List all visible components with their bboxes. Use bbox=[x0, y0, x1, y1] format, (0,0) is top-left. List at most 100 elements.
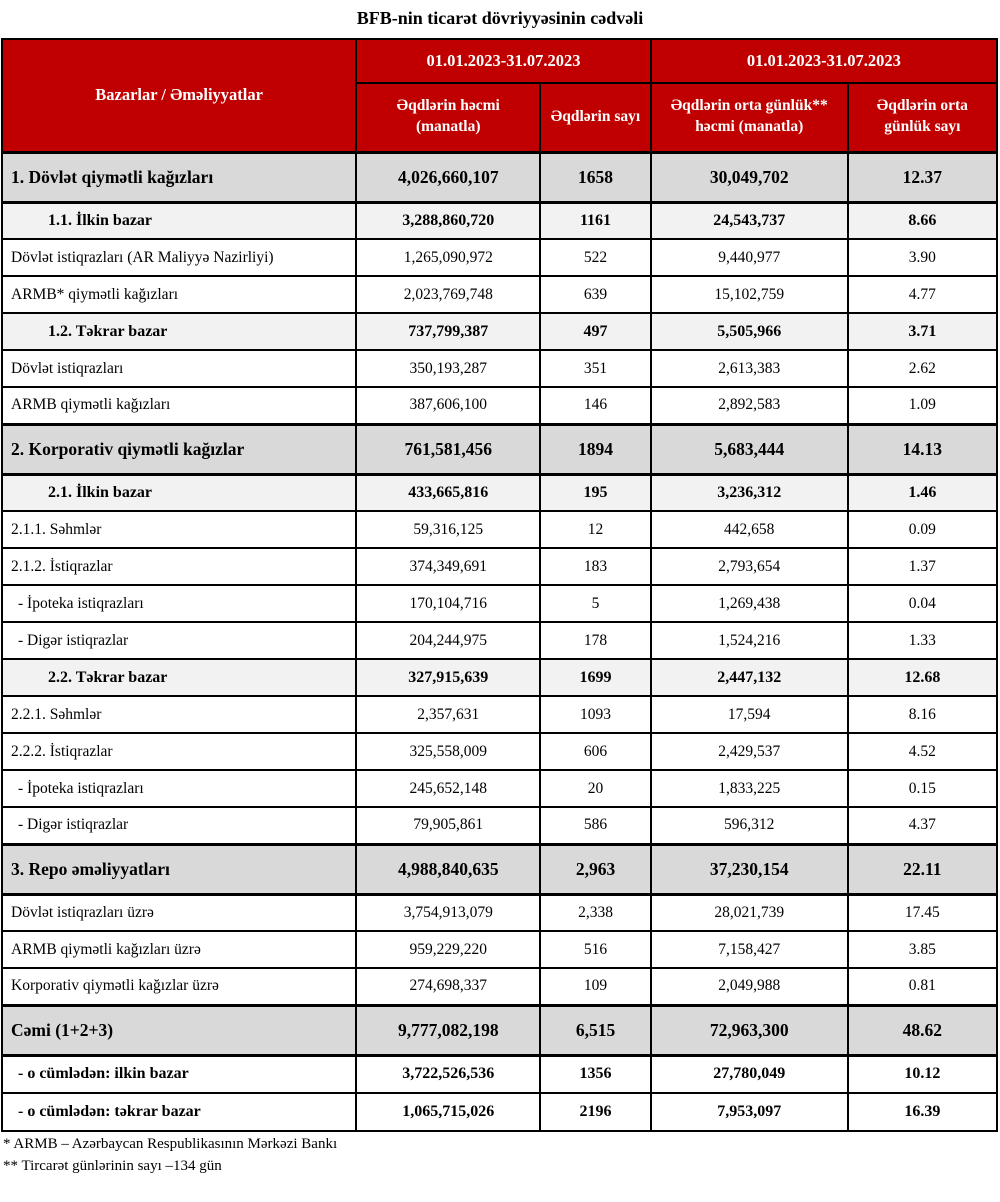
row-value: 2,429,537 bbox=[649, 732, 849, 771]
table-row: 2.1. İlkin bazar 433,665,816 195 3,236,312 1… bbox=[0, 473, 999, 512]
row-value: 3,722,526,536 bbox=[355, 1054, 542, 1094]
table-row: 2.2.1. Səhmlər 2,357,631 1093 17,594 8.16 bbox=[0, 695, 999, 734]
table-row: 3. Repo əməliyyatları 4,988,840,635 2,963 3… bbox=[0, 842, 999, 896]
row-value: 433,665,816 bbox=[355, 473, 542, 512]
row-value: 325,558,009 bbox=[355, 732, 542, 771]
table-row: Dövlət istiqrazları (AR Maliyyə Nazirliy… bbox=[0, 238, 999, 277]
row-value: 1,265,090,972 bbox=[355, 238, 542, 277]
row-label: 2. Korporativ qiymətli kağızlar bbox=[0, 422, 358, 476]
row-label: - Digər istiqrazlar bbox=[0, 621, 358, 660]
row-value: 22.11 bbox=[846, 842, 999, 896]
row-value: 4,988,840,635 bbox=[355, 842, 542, 896]
row-value: 4,026,660,107 bbox=[355, 150, 542, 204]
row-label: - o cümlədən: təkrar bazar bbox=[0, 1092, 358, 1132]
row-value: 1.46 bbox=[846, 473, 999, 512]
row-value: 1,833,225 bbox=[649, 769, 849, 808]
row-value: 586 bbox=[539, 806, 652, 845]
row-value: 12 bbox=[539, 510, 652, 549]
row-value: 2,023,769,748 bbox=[355, 275, 542, 314]
row-value: 5,505,966 bbox=[649, 312, 849, 351]
row-value: 3,754,913,079 bbox=[355, 893, 542, 932]
table-row: 2.1.1. Səhmlər 59,316,125 12 442,658 0.09 bbox=[0, 510, 999, 549]
row-value: 2,357,631 bbox=[355, 695, 542, 734]
row-value: 6,515 bbox=[539, 1003, 652, 1057]
turnover-table: Bazarlar / Əməliyyatlar 01.01.2023-31.07… bbox=[0, 38, 999, 1132]
table-row: - İpoteka istiqrazları 245,652,148 20 1,833… bbox=[0, 769, 999, 808]
page-title: BFB-nin ticarət dövriyyəsinin cədvəli bbox=[356, 8, 644, 28]
column-header-avg-volume: Əqdlərin orta günlük** həcmi (manatla) bbox=[649, 82, 849, 153]
row-value: 0.04 bbox=[846, 584, 999, 623]
row-value: 3.85 bbox=[846, 930, 999, 969]
row-value: 4.52 bbox=[846, 732, 999, 771]
row-value: 387,606,100 bbox=[355, 386, 542, 425]
row-value: 59,316,125 bbox=[355, 510, 542, 549]
row-value: 1.09 bbox=[846, 386, 999, 425]
table-row: - Digər istiqrazlar 79,905,861 586 596,312 4… bbox=[0, 806, 999, 845]
footnotes: * ARMB – Azərbaycan Respublikasının Mərk… bbox=[0, 1132, 1000, 1178]
row-label: - İpoteka istiqrazları bbox=[0, 769, 358, 808]
row-label: 1.2. Təkrar bazar bbox=[0, 312, 358, 351]
row-value: 1.33 bbox=[846, 621, 999, 660]
row-label: 3. Repo əməliyyatları bbox=[0, 842, 358, 896]
table-row: Korporativ qiymətli kağızlar üzrə 274,698… bbox=[0, 967, 999, 1006]
row-value: 195 bbox=[539, 473, 652, 512]
table-row: 2.1.2. İstiqrazlar 374,349,691 183 2,793,65… bbox=[0, 547, 999, 586]
row-value: 2196 bbox=[539, 1092, 652, 1132]
row-value: 10.12 bbox=[846, 1054, 999, 1094]
row-value: 1894 bbox=[539, 422, 652, 476]
table-row: - Digər istiqrazlar 204,244,975 178 1,524,2… bbox=[0, 621, 999, 660]
row-value: 327,915,639 bbox=[355, 658, 542, 697]
row-value: 17,594 bbox=[649, 695, 849, 734]
row-value: 2,447,132 bbox=[649, 658, 849, 697]
row-value: 28,021,739 bbox=[649, 893, 849, 932]
row-value: 79,905,861 bbox=[355, 806, 542, 845]
row-value: 37,230,154 bbox=[649, 842, 849, 896]
row-label: 2.2. Təkrar bazar bbox=[0, 658, 358, 697]
table-row: 1. Dövlət qiymətli kağızları 4,026,660,10… bbox=[0, 150, 999, 204]
row-value: 1356 bbox=[539, 1054, 652, 1094]
row-value: 7,158,427 bbox=[649, 930, 849, 969]
table-row: Dövlət istiqrazları 350,193,287 351 2,613,3… bbox=[0, 349, 999, 388]
row-value: 2,892,583 bbox=[649, 386, 849, 425]
row-value: 7,953,097 bbox=[649, 1092, 849, 1132]
row-value: 1,065,715,026 bbox=[355, 1092, 542, 1132]
row-value: 1699 bbox=[539, 658, 652, 697]
column-header-markets: Bazarlar / Əməliyyatlar bbox=[0, 38, 358, 153]
row-value: 1,524,216 bbox=[649, 621, 849, 660]
row-label: Dövlət istiqrazları bbox=[0, 349, 358, 388]
row-value: 350,193,287 bbox=[355, 349, 542, 388]
row-value: 170,104,716 bbox=[355, 584, 542, 623]
row-label: 2.1.2. İstiqrazlar bbox=[0, 547, 358, 586]
footnote-armb: * ARMB – Azərbaycan Respublikasının Mərk… bbox=[3, 1136, 338, 1152]
table-body: 1. Dövlət qiymətli kağızları 4,026,660,10… bbox=[0, 150, 999, 1132]
row-value: 24,543,737 bbox=[649, 201, 849, 240]
row-value: 8.66 bbox=[846, 201, 999, 240]
row-value: 639 bbox=[539, 275, 652, 314]
table-row: ARMB qiymətli kağızları üzrə 959,229,220 5… bbox=[0, 930, 999, 969]
row-value: 351 bbox=[539, 349, 652, 388]
row-value: 606 bbox=[539, 732, 652, 771]
row-label: 2.2.1. Səhmlər bbox=[0, 695, 358, 734]
row-value: 0.15 bbox=[846, 769, 999, 808]
row-value: 959,229,220 bbox=[355, 930, 542, 969]
table-row: 2.2. Təkrar bazar 327,915,639 1699 2,447,13… bbox=[0, 658, 999, 697]
row-label: 2.1. İlkin bazar bbox=[0, 473, 358, 512]
row-value: 1.37 bbox=[846, 547, 999, 586]
row-value: 497 bbox=[539, 312, 652, 351]
row-value: 245,652,148 bbox=[355, 769, 542, 808]
row-value: 20 bbox=[539, 769, 652, 808]
table-row: 1.2. Təkrar bazar 737,799,387 497 5,505,966… bbox=[0, 312, 999, 351]
footnote-trading-days: ** Tircarət günlərinin sayı –134 gün bbox=[3, 1157, 222, 1174]
row-value: 4.37 bbox=[846, 806, 999, 845]
row-label: - o cümlədən: ilkin bazar bbox=[0, 1054, 358, 1094]
row-value: 596,312 bbox=[649, 806, 849, 845]
period-header-2: 01.01.2023-31.07.2023 bbox=[649, 38, 999, 84]
column-header-volume: Əqdlərin həcmi (manatla) bbox=[355, 82, 542, 153]
row-label: 1. Dövlət qiymətli kağızları bbox=[0, 150, 358, 204]
row-value: 374,349,691 bbox=[355, 547, 542, 586]
row-value: 72,963,300 bbox=[649, 1003, 849, 1057]
table-row: 1.1. İlkin bazar 3,288,860,720 1161 24,543,… bbox=[0, 201, 999, 240]
table-header: Bazarlar / Əməliyyatlar 01.01.2023-31.07… bbox=[0, 38, 999, 153]
row-label: Dövlət istiqrazları (AR Maliyyə Nazirliy… bbox=[0, 238, 358, 277]
row-value: 3.71 bbox=[846, 312, 999, 351]
